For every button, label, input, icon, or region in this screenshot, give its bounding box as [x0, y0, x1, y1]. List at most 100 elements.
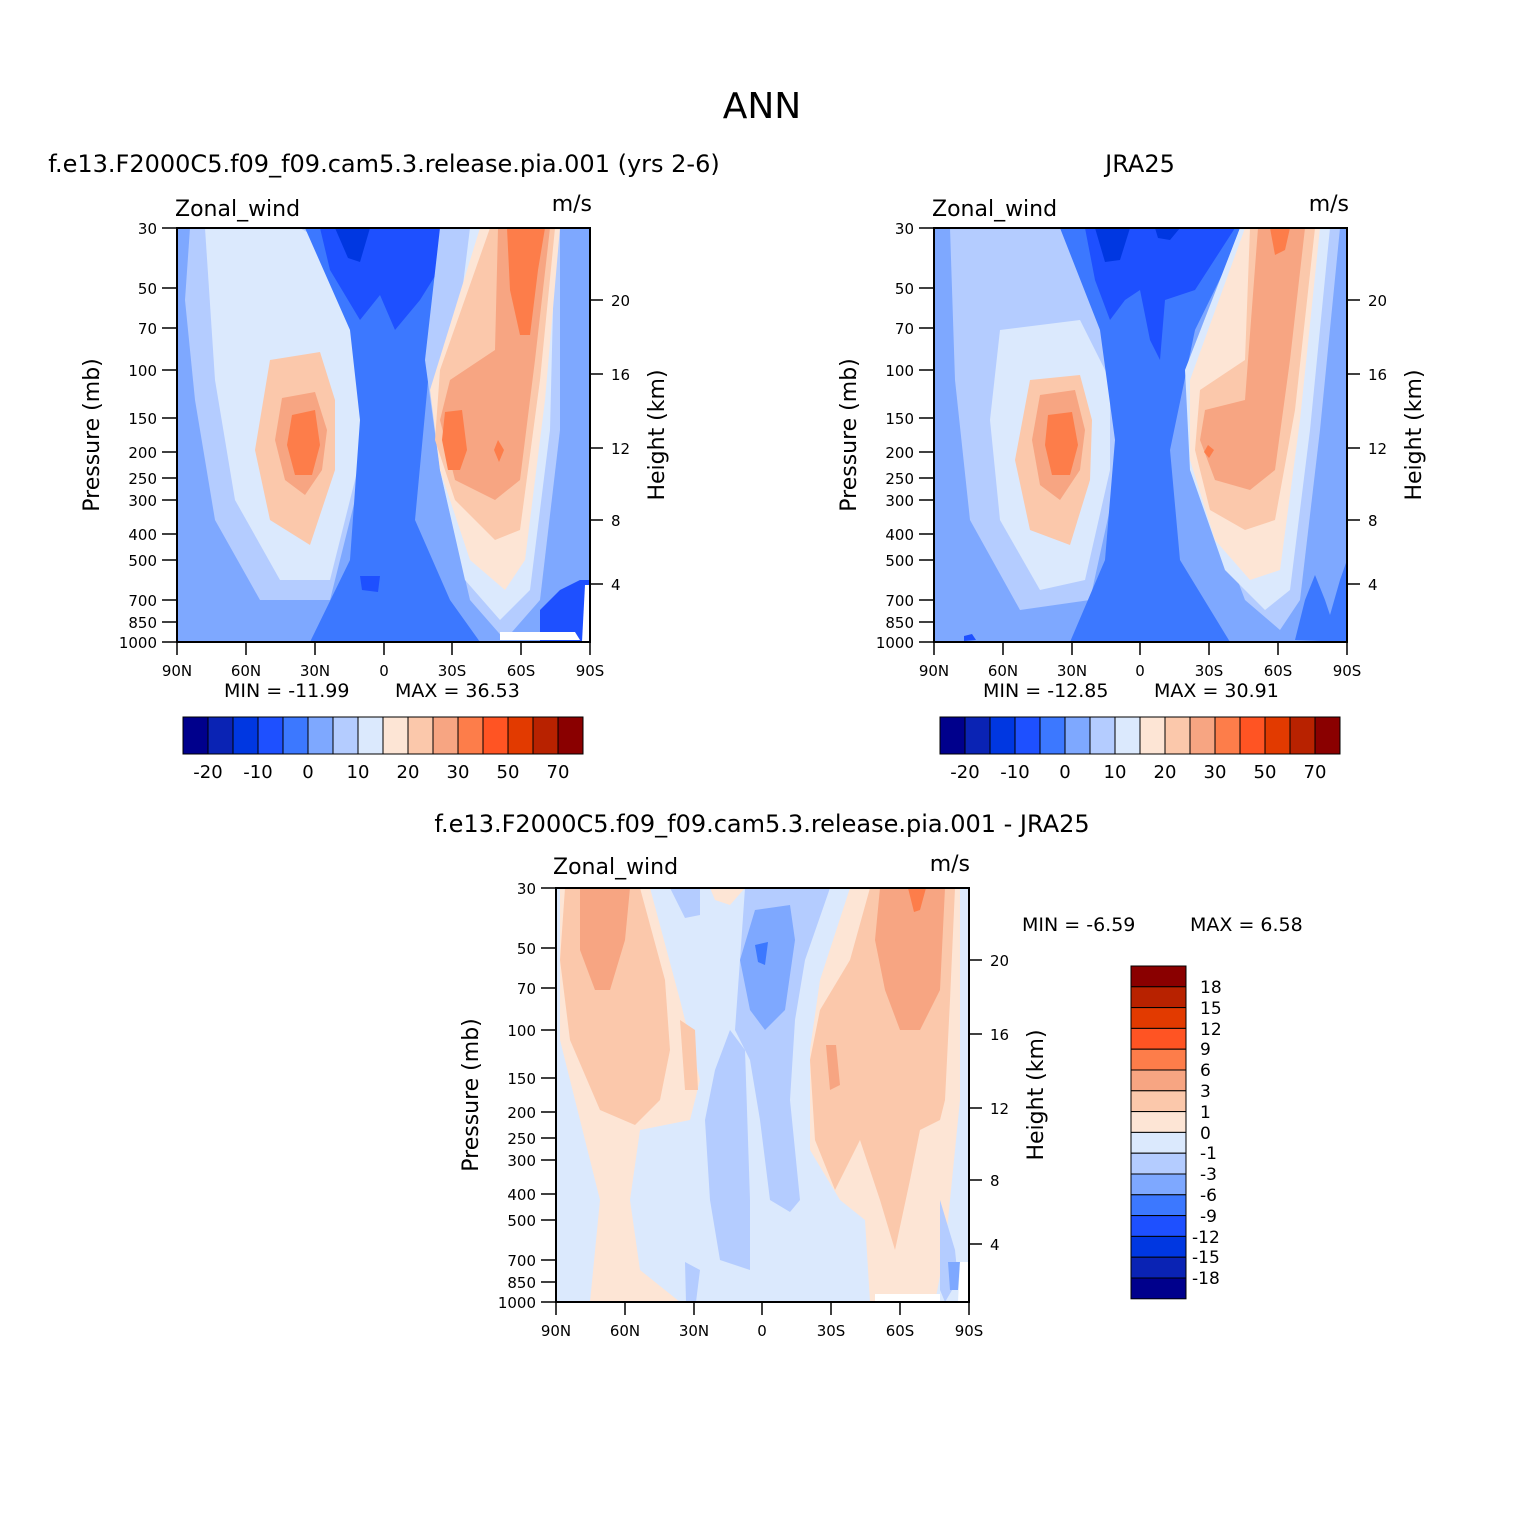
diff-fill-band: [755, 942, 768, 965]
obs-fill-band: [1060, 228, 1245, 642]
colorbar-swatch: [282, 716, 309, 755]
pressure-tick-label: 500: [128, 552, 157, 570]
pressure-tick-label: 150: [507, 1070, 536, 1088]
lat-tick-label: 60S: [507, 662, 536, 680]
colorbar-swatch: [1130, 965, 1187, 988]
colorbar-tick-label: 0: [1200, 1124, 1211, 1144]
colorbar-tick-label: -12: [1192, 1228, 1220, 1248]
pressure-tick-label: 70: [138, 320, 157, 338]
obs-fill-band: [1085, 228, 1235, 360]
pressure-tick-label: 400: [507, 1186, 536, 1204]
pressure-tick-label: 1000: [876, 634, 914, 652]
colorbar-swatch: [1239, 716, 1266, 755]
diff-fill-band: [958, 1262, 969, 1302]
obs-bottom-tick-labels: 90N 60N 30N 0 30S 60S 90S: [919, 662, 1361, 680]
pressure-tick-label: 850: [507, 1274, 536, 1292]
obs-panel: JRA25 Zonal_wind m/s 30 5: [837, 150, 1427, 783]
height-tick-label: 16: [990, 1026, 1009, 1044]
lat-tick-label: 30S: [438, 662, 467, 680]
colorbar-tick-label: 30: [447, 762, 470, 783]
obs-max-label: MAX = 30.91: [1154, 680, 1279, 702]
model-right-ticks: [590, 299, 603, 585]
model-variable-label: Zonal_wind: [175, 197, 300, 222]
colorbar-tick-label: -10: [1000, 762, 1029, 783]
colorbar-tick-label: 70: [1304, 762, 1327, 783]
colorbar-tick-label: 3: [1200, 1082, 1211, 1102]
model-height-axis-label: Height (km): [645, 369, 670, 500]
colorbar-swatch: [1114, 716, 1141, 755]
obs-fill-band: [1095, 228, 1130, 262]
obs-left-ticks: [919, 227, 934, 643]
pressure-tick-label: 30: [895, 220, 914, 238]
obs-fill-band: [1200, 228, 1305, 490]
diff-bottom-tick-labels: 90N 60N 30N 0 30S 60S 90S: [541, 1322, 983, 1340]
pressure-tick-label: 200: [885, 444, 914, 462]
pressure-tick-label: 1000: [119, 634, 157, 652]
colorbar-tick-label: 15: [1200, 999, 1222, 1019]
colorbar-swatch: [1064, 716, 1091, 755]
obs-title: JRA25: [1103, 150, 1175, 178]
diff-pressure-axis-label: Pressure (mb): [459, 1018, 484, 1172]
colorbar-swatch: [457, 716, 484, 755]
pressure-tick-label: 700: [507, 1252, 536, 1270]
colorbar-tick-label: -9: [1200, 1207, 1217, 1227]
colorbar-swatch: [182, 716, 209, 755]
lat-tick-label: 30S: [1195, 662, 1224, 680]
colorbar-tick-label: 30: [1204, 762, 1227, 783]
pressure-tick-label: 1000: [498, 1294, 536, 1312]
colorbar-swatch: [1130, 1007, 1187, 1029]
diff-right-tick-labels: 20 16 12 8 4: [990, 952, 1009, 1254]
height-tick-label: 16: [1368, 366, 1387, 384]
pressure-tick-label: 200: [128, 444, 157, 462]
diff-min-label: MIN = -6.59: [1022, 914, 1135, 936]
obs-right-tick-labels: 20 16 12 8 4: [1368, 292, 1387, 594]
colorbar-tick-label: 10: [347, 762, 370, 783]
obs-fill-band: [964, 634, 976, 641]
colorbar-swatch: [989, 716, 1016, 755]
colorbar-swatch: [1130, 1235, 1187, 1258]
colorbar-tick-label: -3: [1200, 1165, 1217, 1185]
diff-colorbar-labels: 18 15 12 9 6 3 1 0 -1 -3 -6 -9 -12 -15 -…: [1192, 978, 1222, 1289]
model-fill-band: [287, 410, 320, 475]
lat-tick-label: 60N: [610, 1322, 640, 1340]
height-tick-label: 16: [611, 366, 630, 384]
model-colorbar-labels: -20 -10 0 10 20 30 50 70: [193, 762, 569, 783]
model-colorbar: [182, 716, 584, 755]
obs-height-axis-label: Height (km): [1402, 369, 1427, 500]
pressure-tick-label: 30: [517, 880, 536, 898]
model-left-tick-labels: 30 50 70 100 150 200 250 300 400 500 700…: [119, 220, 157, 652]
colorbar-swatch: [1130, 1131, 1187, 1154]
lat-tick-label: 60S: [886, 1322, 915, 1340]
colorbar-swatch: [1130, 1173, 1187, 1196]
colorbar-tick-label: 12: [1200, 1020, 1222, 1040]
colorbar-swatch: [1289, 716, 1316, 755]
colorbar-swatch: [1130, 1215, 1187, 1237]
colorbar-swatch: [1130, 1048, 1187, 1071]
lat-tick-label: 0: [379, 662, 389, 680]
lat-tick-label: 90S: [1333, 662, 1362, 680]
diff-fill-band: [740, 905, 795, 1030]
lat-tick-label: 0: [757, 1322, 767, 1340]
colorbar-tick-label: 0: [1059, 762, 1070, 783]
model-bottom-ticks: [176, 642, 591, 655]
pressure-tick-label: 400: [128, 526, 157, 544]
pressure-tick-label: 700: [885, 592, 914, 610]
pressure-tick-label: 700: [128, 592, 157, 610]
model-bottom-tick-labels: 90N 60N 30N 0 30S 60S 90S: [162, 662, 604, 680]
pressure-tick-label: 300: [128, 492, 157, 510]
model-title: f.e13.F2000C5.f09_f09.cam5.3.release.pia…: [48, 150, 719, 178]
lat-tick-label: 90S: [576, 662, 605, 680]
pressure-tick-label: 150: [885, 410, 914, 428]
height-tick-label: 4: [1368, 576, 1378, 594]
colorbar-tick-label: -10: [243, 762, 272, 783]
pressure-tick-label: 100: [128, 362, 157, 380]
colorbar-swatch: [1039, 716, 1066, 755]
pressure-tick-label: 400: [885, 526, 914, 544]
diff-fill-band: [908, 888, 926, 912]
diff-variable-label: Zonal_wind: [553, 855, 678, 880]
pressure-tick-label: 200: [507, 1104, 536, 1122]
pressure-tick-label: 850: [128, 614, 157, 632]
lat-tick-label: 60N: [231, 662, 261, 680]
colorbar-tick-label: 70: [547, 762, 570, 783]
diff-colorbar: [1130, 965, 1187, 1300]
